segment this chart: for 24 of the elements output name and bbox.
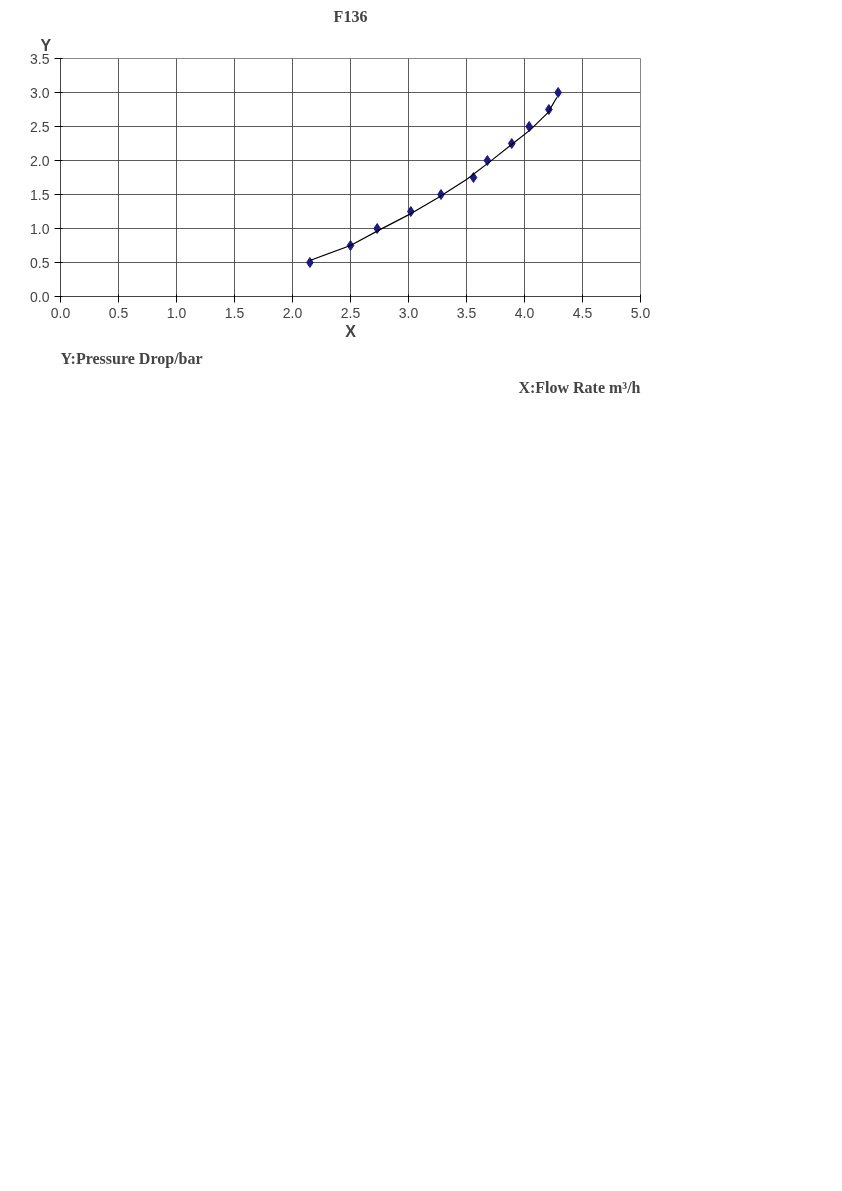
x-tick-label: 0.5 [108, 304, 129, 321]
chart-title: F136 [333, 7, 368, 25]
x-tick-label: 3.5 [456, 304, 477, 321]
x-tick-label: 2.0 [282, 304, 303, 321]
y-tick-label: 2.5 [30, 118, 50, 135]
text: X:Flow Rate m³/h [518, 378, 641, 396]
point [554, 87, 562, 98]
x-tick-label: 4.0 [514, 304, 535, 321]
y-tick-label: 1.0 [30, 220, 50, 237]
x-tick-label: 0.0 [50, 304, 71, 321]
x-tick-label: 4.5 [572, 304, 593, 321]
y-tick-label: 0.0 [30, 288, 50, 305]
x-tick-label: 1.5 [224, 304, 245, 321]
x-tick-label: 3.0 [398, 304, 419, 321]
x-tick-label: 1.0 [166, 304, 187, 321]
y-tick-label: 3.0 [30, 84, 50, 101]
point [306, 257, 314, 268]
y-tick-label: 2.0 [30, 152, 50, 169]
x-tick-label: 2.5 [340, 304, 361, 321]
y-tick-label: 0.5 [30, 254, 50, 271]
text: Y:Pressure Drop/bar [60, 349, 203, 368]
y-tick-label: 1.5 [30, 186, 50, 203]
x-tick-label: 5.0 [630, 304, 651, 321]
x-axis-title: X [345, 322, 357, 340]
